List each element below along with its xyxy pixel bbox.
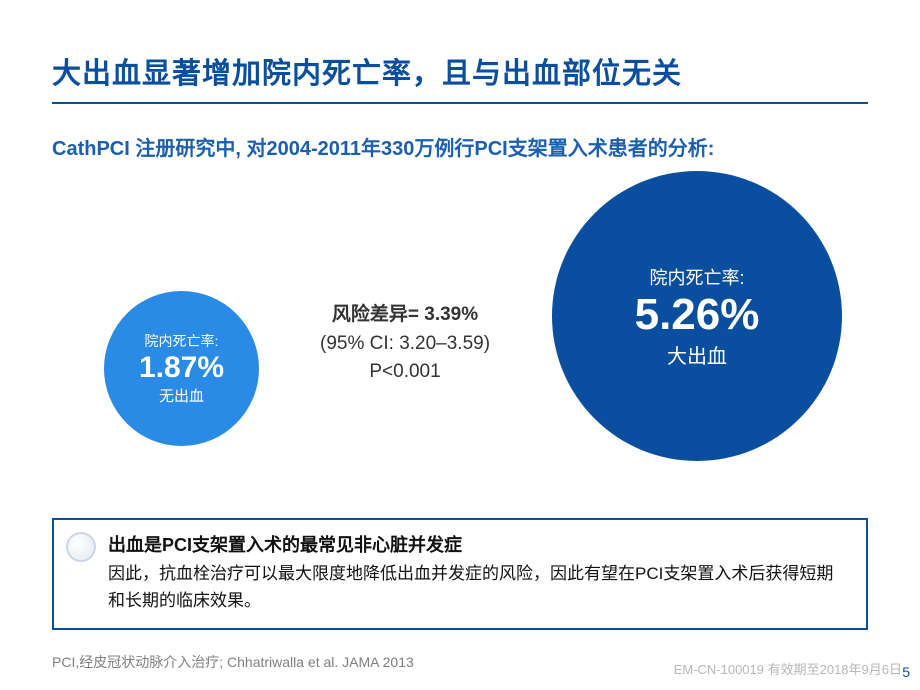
circle-major-bleeding: 院内死亡率: 5.26% 大出血 — [552, 171, 842, 461]
circle-large-pct: 5.26% — [635, 290, 760, 340]
circle-small-pct: 1.87% — [139, 351, 224, 385]
callout-box: 出血是PCI支架置入术的最常见非心脏并发症 因此，抗血栓治疗可以最大限度地降低出… — [52, 518, 868, 630]
page-number: 5 — [902, 664, 910, 680]
ci-line: (95% CI: 3.20–3.59) — [320, 330, 490, 359]
risk-diff-line: 风险差异= 3.39% — [320, 301, 490, 330]
footer-regulatory: EM-CN-100019 有效期至2018年9月6日 — [674, 659, 902, 678]
chart-area: 院内死亡率: 1.87% 无出血 风险差异= 3.39% (95% CI: 3.… — [52, 171, 868, 521]
callout-bullet-icon — [66, 532, 96, 562]
callout-body-line: 因此，抗血栓治疗可以最大限度地降低出血并发症的风险，因此有望在PCI支架置入术后… — [108, 561, 848, 614]
circle-no-bleeding: 院内死亡率: 1.87% 无出血 — [104, 291, 259, 446]
p-line: P<0.001 — [320, 358, 490, 387]
risk-stats: 风险差异= 3.39% (95% CI: 3.20–3.59) P<0.001 — [320, 301, 490, 387]
circle-small-label-bottom: 无出血 — [159, 385, 204, 406]
callout-bold-line: 出血是PCI支架置入术的最常见非心脏并发症 — [108, 532, 848, 559]
slide-title: 大出血显著增加院内死亡率，且与出血部位无关 — [52, 50, 868, 92]
footer-citation: PCI,经皮冠状动脉介入治疗; Chhatriwalla et al. JAMA… — [52, 652, 414, 672]
slide-subtitle: CathPCI 注册研究中, 对2004-2011年330万例行PCI支架置入术… — [52, 132, 868, 161]
circle-small-label-top: 院内死亡率: — [145, 331, 219, 351]
title-underline — [52, 102, 868, 104]
circle-large-label-top: 院内死亡率: — [649, 264, 744, 290]
circle-large-label-bottom: 大出血 — [667, 340, 727, 369]
